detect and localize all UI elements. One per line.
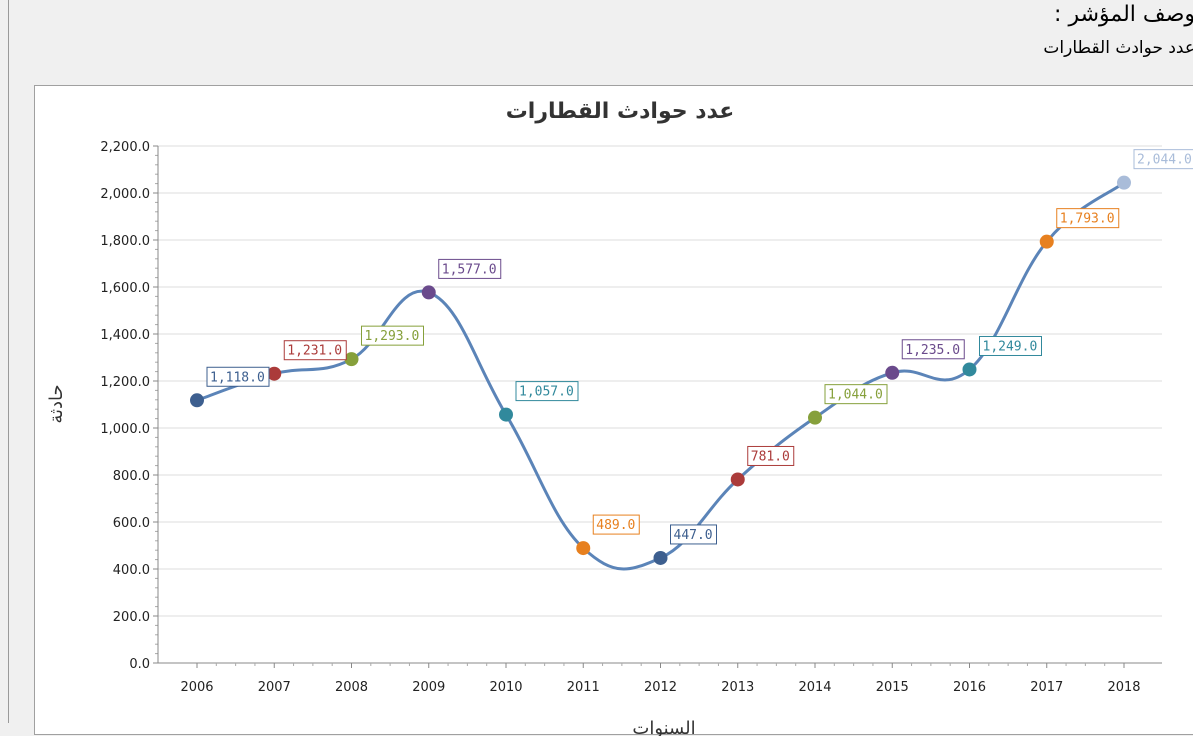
- data-label: 1,235.0: [901, 339, 965, 360]
- data-point[interactable]: [421, 285, 436, 300]
- x-tick-label: 2016: [953, 680, 986, 695]
- y-tick-label: 2,000.0: [100, 187, 150, 202]
- data-label-box: [515, 381, 579, 402]
- y-tick-label: 800.0: [113, 469, 150, 484]
- x-tick-label: 2015: [876, 680, 909, 695]
- x-tick-label: 2012: [644, 680, 677, 695]
- data-label: 489.0: [592, 514, 640, 535]
- data-label-box: [979, 335, 1042, 356]
- axes: [153, 145, 1162, 668]
- data-label-text: 1,577.0: [442, 262, 497, 277]
- data-point[interactable]: [1117, 175, 1131, 190]
- y-tick-label: 1,800.0: [100, 234, 150, 249]
- data-label-text: 2,044.0: [1137, 153, 1192, 168]
- x-axis-label: السنوات: [632, 718, 695, 736]
- y-axis-label: حادثة: [46, 384, 67, 423]
- y-axis-ticks: 0.0 200.0 400.0 600.0 800.0 1,000.0 1,200.0 1,4…: [100, 140, 150, 672]
- data-label: 1,044.0: [824, 384, 888, 405]
- indicator-heading: وصف المؤشر :: [1054, 2, 1193, 27]
- data-label-box: [438, 258, 502, 279]
- data-points: [190, 175, 1131, 565]
- data-labels: 1,118.0 1,231.0 1,293.0 1,577.0 1,057.0 489.0…: [206, 149, 1193, 545]
- data-label: 1,293.0: [361, 325, 424, 346]
- data-label-box: [747, 445, 795, 466]
- data-label: 1,231.0: [283, 340, 347, 361]
- data-label-box: [1056, 208, 1120, 229]
- y-tick-label: 1,000.0: [100, 422, 150, 437]
- data-label-box: [901, 339, 965, 360]
- data-label-box: [283, 340, 347, 361]
- y-tick-label: 2,200.0: [100, 140, 150, 155]
- chart-title: عدد حوادث القطارات: [506, 99, 735, 124]
- y-tick-label: 1,200.0: [100, 375, 150, 390]
- y-tick-label: 1,600.0: [100, 281, 150, 296]
- data-label-box: [1133, 149, 1193, 170]
- data-label: 447.0: [670, 524, 717, 545]
- data-label: 1,577.0: [438, 258, 502, 279]
- data-label-box: [592, 514, 640, 535]
- data-label: 1,793.0: [1056, 208, 1120, 229]
- data-point[interactable]: [576, 541, 591, 556]
- data-label-text: 1,118.0: [210, 370, 265, 385]
- data-label: 2,044.0: [1133, 149, 1193, 170]
- x-tick-label: 2007: [258, 680, 291, 695]
- y-tick-label: 600.0: [113, 516, 150, 531]
- grid: [158, 145, 1162, 617]
- data-label-text: 781.0: [751, 449, 790, 464]
- x-tick-label: 2014: [798, 680, 831, 695]
- data-point[interactable]: [885, 365, 900, 380]
- data-label-box: [361, 325, 424, 346]
- data-point[interactable]: [499, 407, 513, 422]
- x-tick-label: 2006: [180, 680, 213, 695]
- data-label-text: 1,793.0: [1060, 212, 1115, 227]
- data-point[interactable]: [808, 410, 822, 425]
- data-label-text: 1,044.0: [828, 388, 883, 403]
- x-tick-label: 2017: [1030, 680, 1063, 695]
- chart-panel: عدد حوادث القطارات 0.0 200.0 400.0 600.0 800…: [34, 85, 1193, 736]
- data-label-text: 1,057.0: [519, 385, 574, 400]
- data-label-box: [206, 366, 270, 387]
- x-tick-label: 2018: [1107, 680, 1140, 695]
- data-point[interactable]: [190, 393, 204, 408]
- data-label-text: 489.0: [596, 518, 635, 533]
- data-point[interactable]: [653, 550, 668, 565]
- data-point[interactable]: [267, 366, 282, 381]
- data-label: 1,249.0: [979, 335, 1042, 356]
- series-line: [196, 181, 1125, 571]
- y-tick-label: 400.0: [113, 563, 150, 578]
- data-point[interactable]: [344, 352, 359, 367]
- data-point[interactable]: [962, 362, 977, 377]
- data-label-text: 1,235.0: [905, 343, 960, 358]
- y-tick-label: 200.0: [113, 610, 150, 625]
- y-tick-label: 0.0: [129, 657, 150, 672]
- indicator-value: عدد حوادث القطارات: [1043, 38, 1193, 58]
- x-tick-label: 2013: [721, 680, 754, 695]
- left-border: [8, 0, 9, 723]
- line-chart: عدد حوادث القطارات 0.0 200.0 400.0 600.0 800…: [46, 99, 1193, 736]
- x-tick-label: 2009: [412, 680, 445, 695]
- data-label: 1,118.0: [206, 366, 270, 387]
- x-tick-label: 2010: [489, 680, 522, 695]
- x-axis-ticks: 2006 2007 2008 2009 2010 2011 2012 2013 2014 2015…: [180, 680, 1140, 695]
- data-point[interactable]: [1039, 234, 1054, 249]
- x-tick-label: 2008: [335, 680, 368, 695]
- data-label-box: [670, 524, 717, 545]
- data-label-text: 1,293.0: [365, 329, 420, 344]
- y-tick-label: 1,400.0: [100, 328, 150, 343]
- data-label-text: 447.0: [674, 528, 713, 543]
- data-label-box: [824, 384, 888, 405]
- x-tick-label: 2011: [567, 680, 600, 695]
- data-label: 781.0: [747, 445, 795, 466]
- data-label-text: 1,231.0: [287, 344, 342, 359]
- data-point[interactable]: [730, 472, 745, 487]
- data-label: 1,057.0: [515, 381, 579, 402]
- data-label-text: 1,249.0: [983, 339, 1038, 354]
